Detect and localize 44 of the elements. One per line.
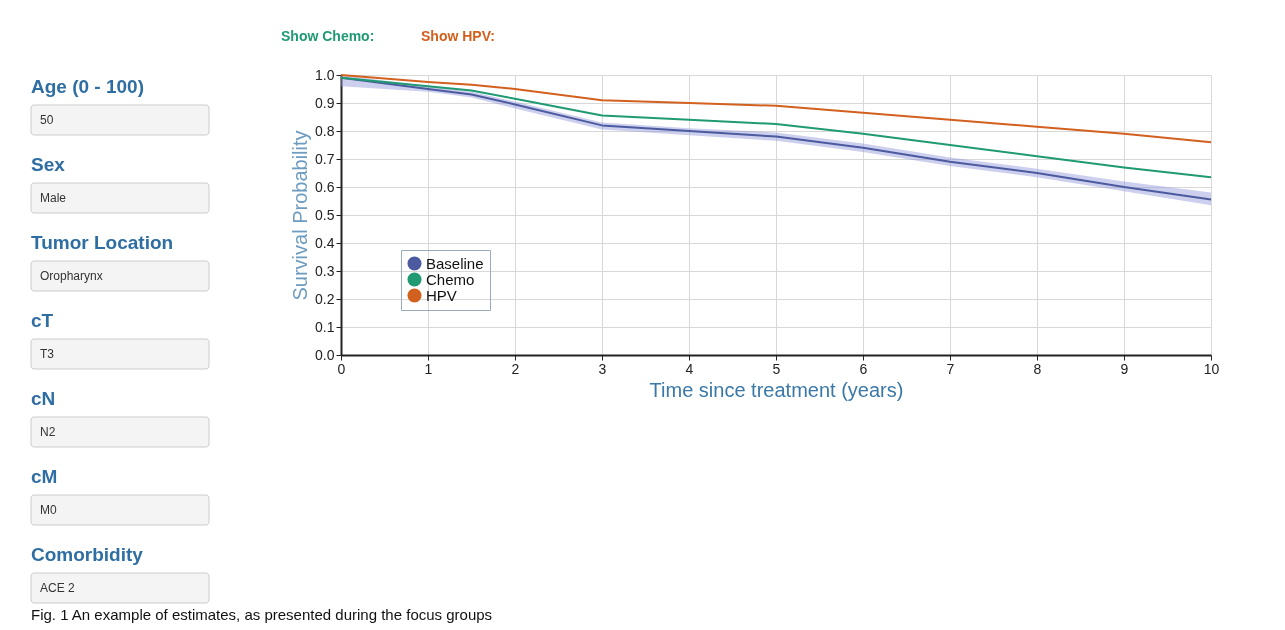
- y-tick-label: 0.2: [315, 290, 335, 307]
- text: Tumor Location: [31, 232, 174, 253]
- y-tick-label: 0.3: [315, 262, 335, 279]
- text: T3: [40, 347, 55, 361]
- text: M0: [40, 503, 57, 517]
- text: cT: [31, 310, 54, 331]
- text: Comorbidity: [31, 544, 144, 565]
- text: Show HPV:: [421, 28, 495, 44]
- x-tick-label: 2: [511, 360, 520, 377]
- y-tick-label: 1.0: [315, 66, 335, 83]
- caption: Fig. 1 An example of estimates, as presented during the focus groups: [31, 606, 493, 623]
- y-tick-label: 0.9: [315, 94, 335, 111]
- y-tick-label: 0.8: [315, 122, 335, 139]
- text: Male: [40, 191, 67, 205]
- y-tick-label: 0.7: [315, 150, 335, 167]
- text: cN: [31, 388, 56, 409]
- y-tick-label: 0.6: [315, 178, 335, 195]
- x-axis-title: Time since treatment (years): [649, 378, 904, 401]
- x-tick-label: 5: [772, 360, 781, 377]
- x-tick-label: 10: [1203, 360, 1220, 377]
- text: N2: [40, 425, 56, 439]
- y-axis-title: Survival Probability: [289, 130, 312, 301]
- x-tick-label: 4: [685, 360, 694, 377]
- text: Age (0 - 100): [31, 76, 144, 97]
- y-tick-label: 0.4: [315, 234, 335, 251]
- y-tick-label: 0.5: [315, 206, 335, 223]
- text: Oropharynx: [40, 269, 103, 283]
- text: cM: [31, 466, 58, 487]
- legend-label: Chemo: [426, 270, 475, 288]
- y-tick-label: 0.1: [315, 318, 335, 335]
- x-tick-label: 6: [859, 360, 868, 377]
- x-tick-label: 0: [337, 360, 346, 377]
- text: 50: [40, 113, 54, 127]
- text: ACE 2: [40, 581, 76, 595]
- x-tick-label: 9: [1120, 360, 1129, 377]
- x-tick-label: 1: [424, 360, 433, 377]
- legend-label: Baseline: [426, 254, 484, 272]
- text: Show Chemo:: [281, 28, 375, 44]
- x-tick-label: 8: [1033, 360, 1042, 377]
- x-tick-label: 3: [598, 360, 607, 377]
- text: Sex: [31, 154, 66, 175]
- legend-label: HPV: [426, 286, 457, 304]
- x-tick-label: 7: [946, 360, 955, 377]
- y-tick-label: 0.0: [315, 346, 335, 363]
